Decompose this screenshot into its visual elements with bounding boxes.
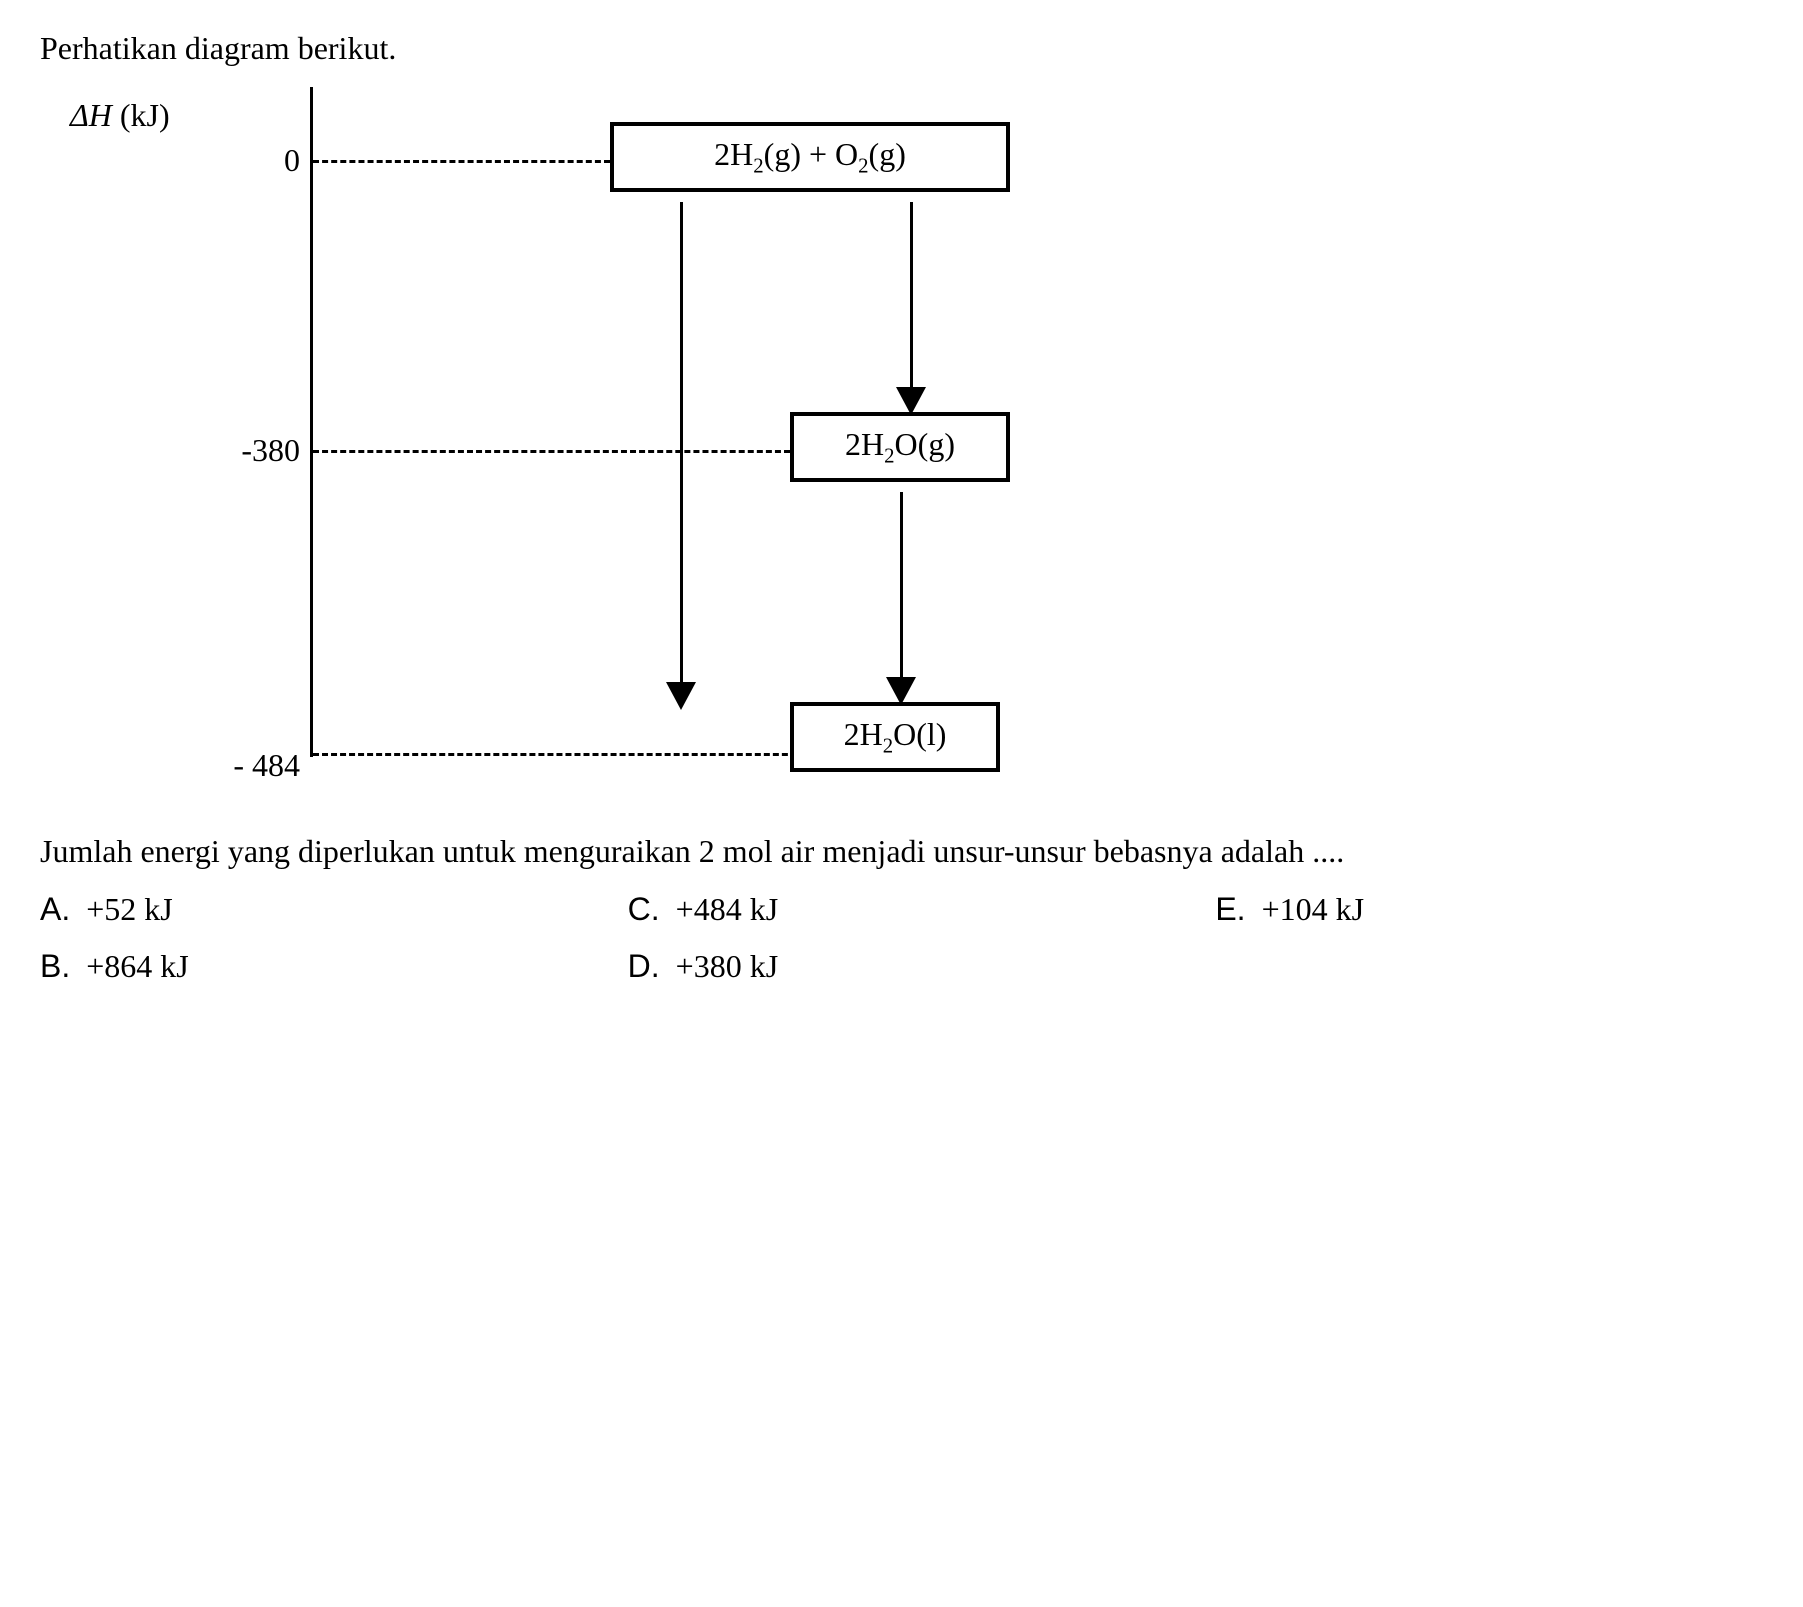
y-axis-var: ΔH: [70, 97, 112, 133]
option-text: +484 kJ: [676, 891, 779, 927]
state-box-reactants: 2H2(g) + O2(g): [610, 122, 1010, 192]
option-text: +380 kJ: [676, 948, 779, 984]
tick-0: 0: [180, 142, 300, 179]
arrow-2-line: [900, 492, 903, 677]
option-text: +864 kJ: [86, 948, 189, 984]
tick-1: -380: [180, 432, 300, 469]
dashed-0: [313, 160, 610, 163]
question-text: Jumlah energi yang diperlukan untuk meng…: [40, 827, 1763, 875]
dashed-1: [313, 450, 790, 453]
y-axis-label: ΔH (kJ): [70, 97, 170, 134]
arrow-0-head: [666, 682, 696, 710]
y-axis-unit: (kJ): [120, 97, 170, 133]
option-text: +52 kJ: [86, 891, 173, 927]
dashed-2: [313, 753, 860, 756]
enthalpy-diagram: ΔH (kJ) 0 -380 - 484 2H2(g) + O2(g) 2H2O…: [70, 87, 1170, 807]
tick-2: - 484: [180, 747, 300, 784]
option-text: +104 kJ: [1262, 891, 1365, 927]
state-box-liquid-water: 2H2O(l): [790, 702, 1000, 772]
option-letter: C.: [628, 891, 660, 927]
arrow-0-line: [680, 202, 683, 682]
option-letter: A.: [40, 891, 70, 927]
option-c: C. +484 kJ: [628, 891, 1176, 928]
option-b: B. +864 kJ: [40, 948, 588, 985]
option-e: E. +104 kJ: [1215, 891, 1763, 928]
arrow-1-line: [910, 202, 913, 387]
y-axis-line: [310, 87, 313, 757]
arrow-1-head: [896, 387, 926, 415]
option-letter: D.: [628, 948, 660, 984]
option-letter: B.: [40, 948, 70, 984]
state-box-gas-water: 2H2O(g): [790, 412, 1010, 482]
options-grid: A. +52 kJ C. +484 kJ E. +104 kJ B. +864 …: [40, 891, 1763, 985]
intro-text: Perhatikan diagram berikut.: [40, 30, 1763, 67]
option-a: A. +52 kJ: [40, 891, 588, 928]
arrow-2-head: [886, 677, 916, 705]
option-d: D. +380 kJ: [628, 948, 1176, 985]
option-letter: E.: [1215, 891, 1245, 927]
